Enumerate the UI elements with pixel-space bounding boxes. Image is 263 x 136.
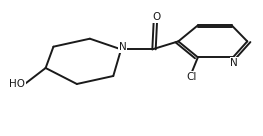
Text: Cl: Cl: [186, 72, 196, 82]
Text: O: O: [153, 12, 161, 22]
Text: N: N: [230, 58, 238, 68]
Text: N: N: [119, 42, 126, 52]
Text: HO: HO: [9, 79, 25, 89]
